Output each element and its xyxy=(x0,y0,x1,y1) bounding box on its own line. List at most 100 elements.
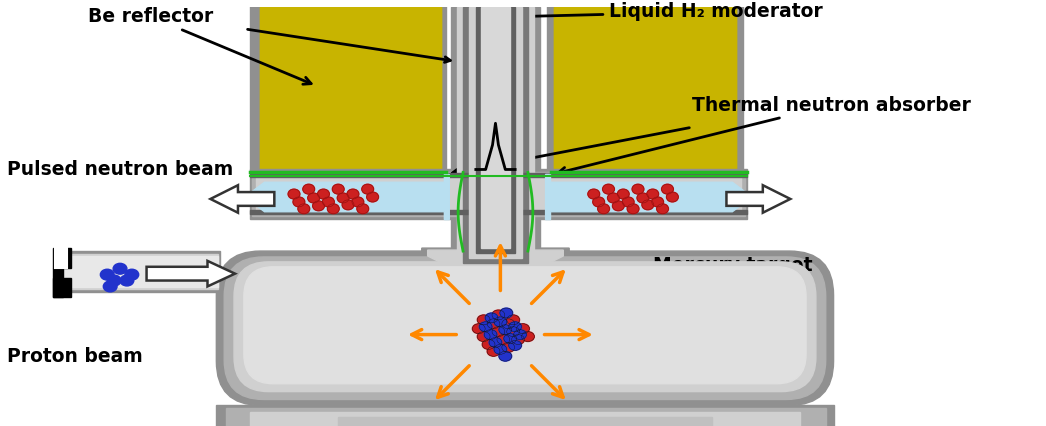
FancyBboxPatch shape xyxy=(217,251,834,406)
Bar xyxy=(469,7,522,258)
Bar xyxy=(250,412,800,426)
Bar xyxy=(259,7,441,170)
Ellipse shape xyxy=(124,269,139,280)
Ellipse shape xyxy=(303,184,315,194)
Ellipse shape xyxy=(597,204,610,214)
Ellipse shape xyxy=(511,334,524,345)
Ellipse shape xyxy=(502,343,515,352)
Ellipse shape xyxy=(357,204,368,214)
Ellipse shape xyxy=(477,315,491,325)
Bar xyxy=(481,7,510,248)
Ellipse shape xyxy=(318,189,329,199)
Bar xyxy=(554,7,736,170)
Ellipse shape xyxy=(487,346,500,356)
Ellipse shape xyxy=(477,332,491,342)
Ellipse shape xyxy=(484,330,497,340)
Ellipse shape xyxy=(617,189,629,199)
Ellipse shape xyxy=(473,324,485,334)
Ellipse shape xyxy=(104,281,117,292)
Bar xyxy=(250,210,747,214)
Ellipse shape xyxy=(499,325,511,334)
Bar xyxy=(338,417,711,426)
Polygon shape xyxy=(428,250,564,271)
Ellipse shape xyxy=(637,193,649,203)
Ellipse shape xyxy=(337,193,349,203)
Ellipse shape xyxy=(113,263,127,274)
Bar xyxy=(55,240,67,268)
Ellipse shape xyxy=(494,317,506,327)
Ellipse shape xyxy=(298,204,310,214)
Text: Liquid H₂ moderator: Liquid H₂ moderator xyxy=(503,2,822,21)
Bar xyxy=(259,7,441,170)
Polygon shape xyxy=(146,261,235,286)
Bar xyxy=(250,170,747,219)
Ellipse shape xyxy=(508,340,522,350)
Ellipse shape xyxy=(514,330,526,340)
Bar xyxy=(53,268,63,297)
Ellipse shape xyxy=(622,197,634,207)
Ellipse shape xyxy=(490,337,502,347)
Bar xyxy=(476,7,515,253)
Ellipse shape xyxy=(506,327,520,337)
Ellipse shape xyxy=(492,327,505,337)
Ellipse shape xyxy=(628,204,639,214)
Bar xyxy=(63,254,219,289)
Ellipse shape xyxy=(517,324,529,334)
Polygon shape xyxy=(245,174,450,219)
Ellipse shape xyxy=(646,189,659,199)
Ellipse shape xyxy=(308,193,319,203)
Ellipse shape xyxy=(608,193,619,203)
Polygon shape xyxy=(422,248,569,273)
Ellipse shape xyxy=(661,184,674,194)
Polygon shape xyxy=(546,174,752,219)
Bar xyxy=(63,256,219,288)
Ellipse shape xyxy=(100,269,114,280)
Ellipse shape xyxy=(327,204,339,214)
FancyBboxPatch shape xyxy=(234,262,816,391)
Bar xyxy=(463,7,528,263)
Ellipse shape xyxy=(657,204,668,214)
Text: Pulsed neutron beam: Pulsed neutron beam xyxy=(7,160,233,179)
Ellipse shape xyxy=(642,200,654,210)
Ellipse shape xyxy=(479,322,492,332)
Bar xyxy=(547,6,743,173)
Text: Be reflector: Be reflector xyxy=(88,7,311,84)
Bar xyxy=(250,173,747,177)
Ellipse shape xyxy=(508,322,522,332)
Ellipse shape xyxy=(494,345,506,354)
Ellipse shape xyxy=(347,189,359,199)
Ellipse shape xyxy=(362,184,373,194)
Ellipse shape xyxy=(492,310,505,320)
Bar xyxy=(226,408,825,426)
Bar xyxy=(255,176,742,212)
FancyBboxPatch shape xyxy=(224,257,825,400)
Ellipse shape xyxy=(120,275,134,286)
Ellipse shape xyxy=(497,334,509,345)
Ellipse shape xyxy=(522,332,535,342)
Ellipse shape xyxy=(487,319,500,329)
Ellipse shape xyxy=(632,184,644,194)
Ellipse shape xyxy=(504,334,517,343)
Bar xyxy=(53,278,71,297)
Ellipse shape xyxy=(322,197,335,207)
Text: Proton beam: Proton beam xyxy=(7,347,142,366)
Ellipse shape xyxy=(500,308,513,318)
Polygon shape xyxy=(727,185,791,213)
Text: Mercury target: Mercury target xyxy=(577,256,813,307)
Bar xyxy=(554,7,736,170)
Ellipse shape xyxy=(593,197,605,207)
Bar xyxy=(457,7,533,268)
Ellipse shape xyxy=(485,313,498,323)
Ellipse shape xyxy=(506,315,520,325)
Ellipse shape xyxy=(333,184,344,194)
Ellipse shape xyxy=(351,197,364,207)
FancyBboxPatch shape xyxy=(244,267,806,384)
Ellipse shape xyxy=(313,201,324,211)
Ellipse shape xyxy=(108,275,121,286)
Bar xyxy=(451,7,540,273)
Bar xyxy=(217,406,834,426)
Bar xyxy=(250,6,447,173)
Bar xyxy=(59,251,221,292)
Ellipse shape xyxy=(482,340,495,349)
Ellipse shape xyxy=(288,189,300,199)
